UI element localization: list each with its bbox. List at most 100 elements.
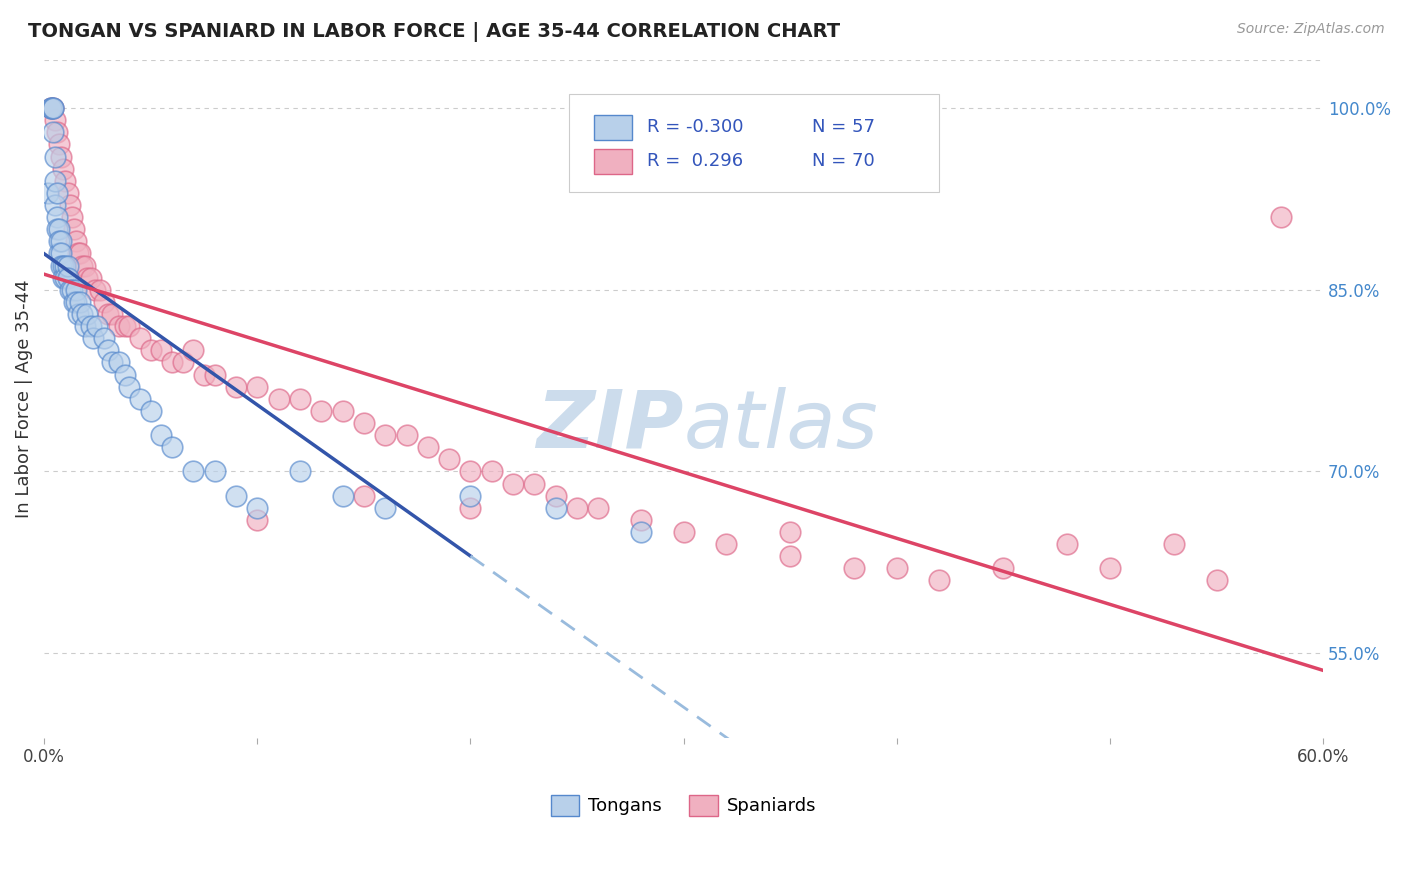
Bar: [595, 115, 633, 140]
Point: [246, 500, 269, 515]
Point: [80, 319, 103, 334]
Point: [502, 476, 524, 491]
Point: [55, 259, 77, 273]
Point: [45, 210, 67, 224]
Point: [52, 161, 75, 176]
Point: [267, 392, 290, 406]
Point: [928, 574, 950, 588]
Point: [395, 428, 418, 442]
Point: [41, 101, 63, 115]
Point: [56, 259, 79, 273]
Text: Source: ZipAtlas.com: Source: ZipAtlas.com: [1237, 22, 1385, 37]
Point: [1270, 210, 1292, 224]
Legend: Tongans, Spaniards: Tongans, Spaniards: [543, 788, 824, 823]
Point: [52, 259, 75, 273]
Text: R =  0.296: R = 0.296: [647, 153, 742, 170]
Point: [41, 125, 63, 139]
Point: [1098, 561, 1121, 575]
Point: [193, 368, 215, 382]
Text: R = -0.300: R = -0.300: [647, 119, 742, 136]
Point: [48, 235, 70, 249]
Text: ZIP: ZIP: [536, 387, 683, 465]
Point: [523, 476, 546, 491]
Point: [150, 428, 173, 442]
Point: [101, 307, 124, 321]
Point: [59, 198, 82, 212]
Point: [56, 186, 79, 200]
Point: [48, 137, 70, 152]
Point: [374, 428, 396, 442]
Point: [51, 259, 73, 273]
Text: atlas: atlas: [683, 387, 879, 465]
Point: [41, 101, 63, 115]
Point: [114, 319, 136, 334]
Point: [51, 149, 73, 163]
Point: [72, 307, 94, 321]
Point: [51, 246, 73, 260]
Point: [150, 343, 173, 358]
Point: [353, 489, 375, 503]
Point: [246, 379, 269, 393]
Point: [460, 489, 482, 503]
Point: [69, 246, 91, 260]
Point: [44, 198, 66, 212]
Text: N = 57: N = 57: [811, 119, 875, 136]
Point: [107, 319, 129, 334]
Text: N = 70: N = 70: [811, 153, 875, 170]
Point: [160, 355, 183, 369]
Point: [374, 500, 396, 515]
Point: [779, 549, 801, 564]
Point: [82, 331, 104, 345]
Point: [139, 343, 162, 358]
Point: [672, 524, 695, 539]
Point: [993, 561, 1015, 575]
Point: [101, 355, 124, 369]
Point: [65, 283, 87, 297]
Point: [44, 113, 66, 128]
Point: [160, 440, 183, 454]
Point: [332, 404, 354, 418]
Point: [51, 235, 73, 249]
Point: [48, 246, 70, 260]
Point: [118, 319, 141, 334]
Point: [460, 465, 482, 479]
Point: [118, 379, 141, 393]
Point: [129, 392, 152, 406]
Point: [437, 452, 460, 467]
Point: [73, 319, 96, 334]
Point: [246, 513, 269, 527]
Text: TONGAN VS SPANIARD IN LABOR FORCE | AGE 35-44 CORRELATION CHART: TONGAN VS SPANIARD IN LABOR FORCE | AGE …: [28, 22, 841, 42]
Point: [93, 294, 115, 309]
Point: [59, 283, 82, 297]
Point: [544, 489, 567, 503]
Point: [48, 222, 70, 236]
Point: [716, 537, 738, 551]
Point: [39, 101, 62, 115]
Point: [69, 294, 91, 309]
Point: [183, 465, 205, 479]
Point: [107, 355, 129, 369]
Point: [139, 404, 162, 418]
Point: [886, 561, 908, 575]
Point: [41, 101, 63, 115]
Point: [63, 294, 86, 309]
Point: [225, 489, 247, 503]
Y-axis label: In Labor Force | Age 35-44: In Labor Force | Age 35-44: [15, 279, 32, 518]
Point: [67, 246, 90, 260]
Point: [97, 343, 120, 358]
Point: [37, 186, 59, 200]
Point: [63, 222, 86, 236]
Point: [72, 259, 94, 273]
Point: [67, 307, 90, 321]
Point: [481, 465, 503, 479]
Point: [45, 186, 67, 200]
Point: [55, 270, 77, 285]
Point: [183, 343, 205, 358]
Point: [1205, 574, 1227, 588]
Point: [779, 524, 801, 539]
Point: [52, 270, 75, 285]
Point: [844, 561, 866, 575]
Point: [630, 524, 652, 539]
Point: [65, 235, 87, 249]
Point: [86, 319, 108, 334]
